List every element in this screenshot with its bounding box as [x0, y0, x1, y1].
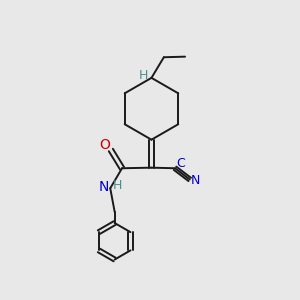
Text: C: C	[176, 157, 185, 170]
Text: N: N	[99, 180, 109, 194]
Text: H: H	[113, 179, 123, 192]
Text: N: N	[191, 174, 200, 188]
Text: O: O	[99, 138, 110, 152]
Text: H: H	[139, 69, 148, 82]
